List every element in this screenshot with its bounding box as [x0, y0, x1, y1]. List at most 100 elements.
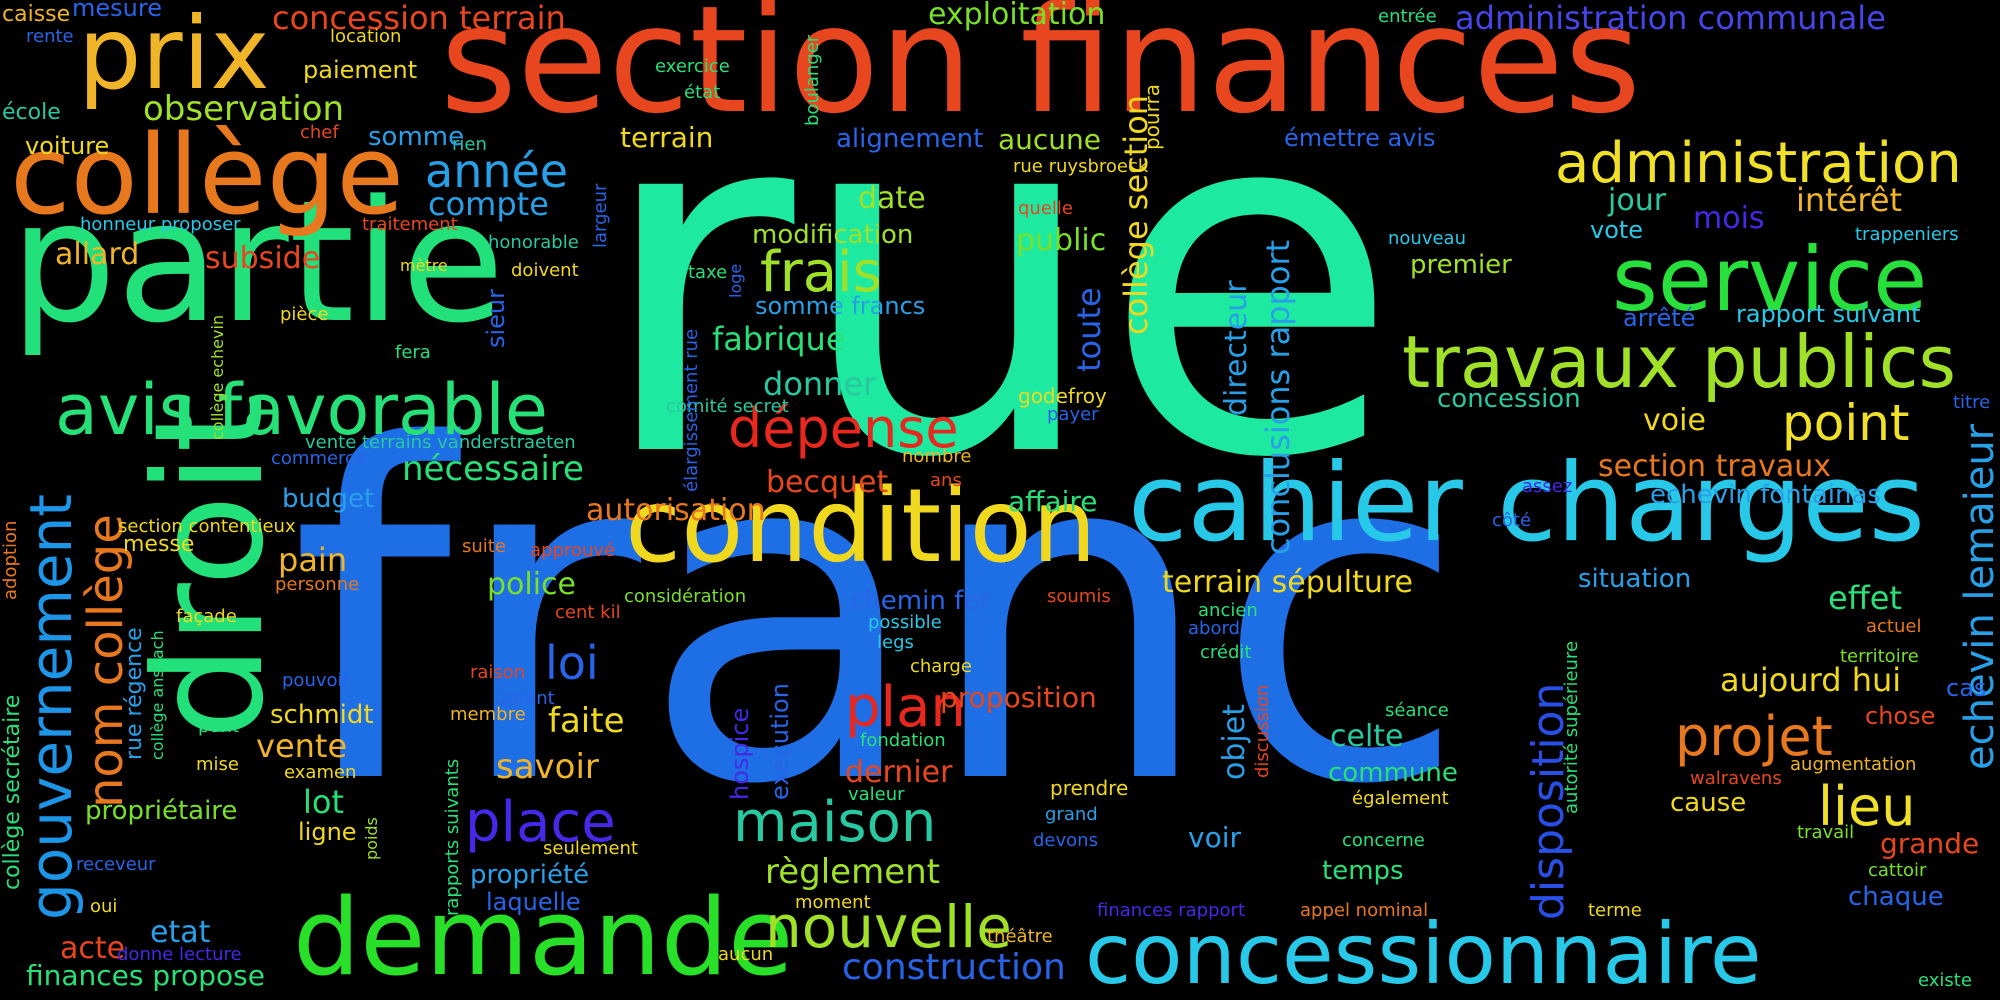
- word-possible: possible: [868, 612, 942, 633]
- word-terrain-sepulture: terrain sépulture: [1162, 565, 1414, 600]
- word-place: place: [465, 790, 616, 855]
- word-ligne: ligne: [298, 818, 357, 846]
- word-suite: suite: [462, 536, 506, 557]
- word-rue-regence: rue régence: [122, 627, 147, 760]
- word-valeur: valeur: [848, 784, 905, 805]
- word-projet: projet: [1675, 705, 1833, 768]
- word-largeur: largeur: [590, 183, 611, 248]
- word-taxe: taxe: [688, 262, 728, 283]
- word-budget: budget: [282, 484, 375, 514]
- word-raison: raison: [470, 662, 526, 683]
- word-section-finances: section finances: [440, 0, 1642, 146]
- word-jour: jour: [1608, 183, 1667, 218]
- word-chemin-fer: chemin fer: [850, 586, 990, 616]
- word-caisse: caisse: [2, 2, 71, 27]
- word-effet: effet: [1828, 579, 1902, 617]
- word-loi: loi: [545, 636, 599, 690]
- word-frais: frais: [760, 240, 882, 305]
- word-autorite-superieure: autorité supérieure: [1561, 640, 1582, 814]
- word-aucun: aucun: [718, 944, 774, 965]
- word-ecole: école: [2, 100, 61, 125]
- word-pont: pont: [198, 716, 239, 737]
- word-college-secretaire: collège secrétaire: [0, 694, 25, 890]
- word-vente: vente: [256, 727, 348, 765]
- word-rien: rien: [452, 134, 487, 155]
- word-legs: legs: [877, 632, 914, 653]
- word-condition: condition: [625, 467, 1097, 586]
- word-credit: crédit: [1200, 642, 1252, 663]
- word-modification: modification: [752, 220, 914, 250]
- word-chaque: chaque: [1848, 882, 1944, 912]
- word-section-contentieux: section contentieux: [118, 516, 296, 537]
- word-fera: fera: [395, 342, 431, 363]
- word-arrete: arrêté: [1623, 304, 1696, 332]
- word-elargissement-rue: élargissement rue: [681, 328, 702, 492]
- word-commerce: commerce: [271, 448, 367, 469]
- word-pain: pain: [278, 541, 348, 579]
- word-entree: entrée: [1378, 6, 1437, 27]
- word-directeur: directeur: [1219, 280, 1254, 416]
- word-fondation: fondation: [860, 730, 946, 751]
- word-ans: ans: [930, 470, 962, 491]
- word-traitement: traitement: [362, 214, 458, 235]
- word-ancien: ancien: [1198, 600, 1258, 621]
- word-rapports-suivants: rapports suivants: [442, 758, 463, 916]
- word-echevin-fontainas: echevin fontainas: [1650, 480, 1881, 510]
- word-public: public: [1016, 223, 1107, 258]
- word-rente: rente: [26, 26, 74, 47]
- word-donne-lecture: donne lecture: [117, 944, 242, 965]
- word-cahier-charges: cahier charges: [1128, 441, 1925, 566]
- word-alignement: alignement: [836, 124, 984, 154]
- word-somme: somme: [368, 122, 465, 152]
- word-prendre: prendre: [1050, 776, 1129, 800]
- word-dernier: dernier: [845, 755, 953, 790]
- word-abord: abord: [1188, 618, 1240, 639]
- word-membre: membre: [450, 704, 526, 725]
- word-emettre-avis: émettre avis: [1284, 124, 1436, 152]
- word-premier: premier: [1410, 250, 1512, 280]
- word-godefroy: godefroy: [1018, 384, 1107, 408]
- word-payer: payer: [1047, 404, 1099, 425]
- word-donner: donner: [763, 365, 877, 403]
- word-devons: devons: [1033, 830, 1098, 851]
- word-grande: grande: [1880, 827, 1980, 860]
- word-interet: intérêt: [1796, 181, 1903, 219]
- word-service: service: [1612, 228, 1928, 331]
- word-finances-propose: finances propose: [26, 959, 265, 992]
- word-etat-small: état: [684, 82, 721, 103]
- word-maison: maison: [733, 790, 937, 855]
- word-nouveau: nouveau: [1388, 228, 1466, 249]
- word-celte: celte: [1330, 719, 1404, 754]
- word-exploitation: exploitation: [928, 0, 1106, 32]
- word-actuel: actuel: [1866, 616, 1922, 637]
- word-messe: messe: [123, 532, 195, 557]
- word-aujourd-hui: aujourd hui: [1720, 661, 1902, 699]
- word-objet: objet: [1217, 704, 1252, 780]
- word-vente-terrains-vanderstraeten: vente terrains vanderstraeten: [305, 432, 576, 453]
- word-theatre: théâtre: [987, 926, 1053, 947]
- word-prix: prix: [78, 0, 270, 112]
- word-acte: acte: [60, 931, 126, 966]
- word-date: date: [858, 181, 926, 216]
- word-augmentation: augmentation: [1790, 754, 1917, 775]
- word-reglement: règlement: [765, 852, 941, 892]
- word-savoir: savoir: [496, 747, 599, 787]
- word-titre: titre: [1953, 392, 1991, 413]
- word-proposition: proposition: [940, 681, 1097, 714]
- word-rue: rue: [595, 0, 1401, 564]
- word-travaux-publics: travaux publics: [1402, 320, 1956, 404]
- word-allard: allard: [55, 237, 140, 272]
- word-walravens: walravens: [1690, 768, 1782, 789]
- word-sieur: sieur: [482, 288, 510, 348]
- word-terme: terme: [1588, 900, 1642, 921]
- word-avis-favorable: avis favorable: [55, 369, 548, 451]
- word-territoire: territoire: [1840, 646, 1919, 667]
- word-etat: etat: [150, 915, 211, 950]
- word-cause: cause: [1670, 788, 1747, 818]
- word-toute: toute: [1070, 287, 1108, 372]
- word-concessionnaire: concessionnaire: [1085, 905, 1762, 1000]
- word-cas: cas: [1946, 674, 1987, 702]
- word-soumis: soumis: [1047, 586, 1111, 607]
- word-pourra: pourra: [1140, 84, 1164, 150]
- word-cattoir: cattoir: [1868, 860, 1927, 881]
